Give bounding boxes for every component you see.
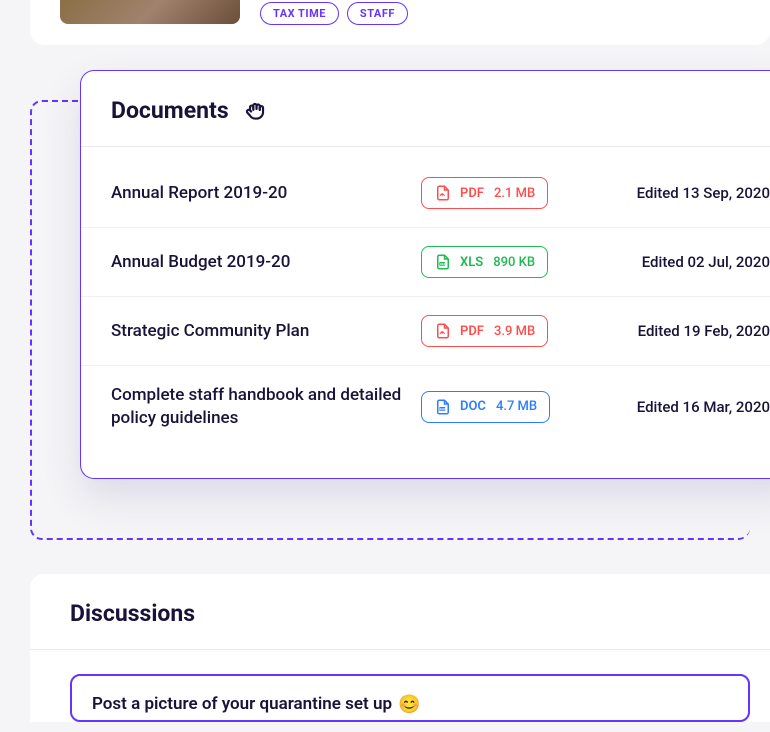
discussion-post-input[interactable]: Post a picture of your quarantine set up…	[70, 674, 750, 722]
emoji-icon: 😊	[398, 694, 420, 715]
file-type: PDF	[460, 186, 484, 201]
file-size: 890 KB	[493, 255, 535, 270]
document-row[interactable]: Annual Budget 2019-20 XLS XLS 890 KB Edi…	[81, 228, 770, 297]
file-badge-xls[interactable]: XLS XLS 890 KB	[421, 246, 548, 278]
document-name: Complete staff handbook and detailed pol…	[111, 384, 421, 430]
discussions-card: Discussions Post a picture of your quara…	[30, 574, 770, 722]
document-row[interactable]: Complete staff handbook and detailed pol…	[81, 366, 770, 448]
documents-title: Documents	[111, 97, 229, 124]
file-badge-pdf[interactable]: PDF 3.9 MB	[421, 315, 548, 347]
doc-icon: DOC	[434, 398, 452, 416]
document-list: Annual Report 2019-20 PDF 2.1 MB Edited …	[81, 147, 770, 478]
discussions-title: Discussions	[70, 600, 195, 627]
top-card: TAX TIME STAFF	[30, 0, 770, 45]
tag-staff[interactable]: STAFF	[347, 2, 408, 25]
documents-card: Documents Annual Report 2019-20 PDF 2.1 …	[80, 70, 770, 479]
document-edited: Edited 16 Mar, 2020	[617, 398, 770, 416]
discussions-header: Discussions	[30, 574, 770, 650]
tag-list: TAX TIME STAFF	[260, 2, 408, 25]
tag-tax-time[interactable]: TAX TIME	[260, 2, 339, 25]
article-thumbnail	[60, 0, 240, 24]
file-type: DOC	[460, 399, 486, 414]
document-row[interactable]: Strategic Community Plan PDF 3.9 MB Edit…	[81, 297, 770, 366]
documents-header: Documents	[81, 71, 770, 147]
svg-text:XLS: XLS	[440, 262, 446, 266]
document-row[interactable]: Annual Report 2019-20 PDF 2.1 MB Edited …	[81, 159, 770, 228]
file-badge-pdf[interactable]: PDF 2.1 MB	[421, 177, 548, 209]
document-edited: Edited 19 Feb, 2020	[618, 322, 770, 340]
document-name: Annual Report 2019-20	[111, 182, 421, 205]
document-name: Annual Budget 2019-20	[111, 251, 421, 274]
svg-text:DOC: DOC	[440, 407, 446, 411]
document-name: Strategic Community Plan	[111, 320, 421, 343]
pdf-icon	[434, 184, 452, 202]
file-size: 2.1 MB	[494, 186, 535, 201]
document-edited: Edited 13 Sep, 2020	[617, 184, 770, 202]
grab-icon[interactable]	[243, 98, 269, 124]
document-edited: Edited 02 Jul, 2020	[622, 253, 770, 271]
discussion-input-text: Post a picture of your quarantine set up	[92, 694, 392, 714]
xls-icon: XLS	[434, 253, 452, 271]
file-type: XLS	[460, 255, 483, 270]
file-size: 4.7 MB	[496, 399, 537, 414]
file-size: 3.9 MB	[494, 324, 535, 339]
file-type: PDF	[460, 324, 484, 339]
file-badge-doc[interactable]: DOC DOC 4.7 MB	[421, 391, 550, 423]
pdf-icon	[434, 322, 452, 340]
